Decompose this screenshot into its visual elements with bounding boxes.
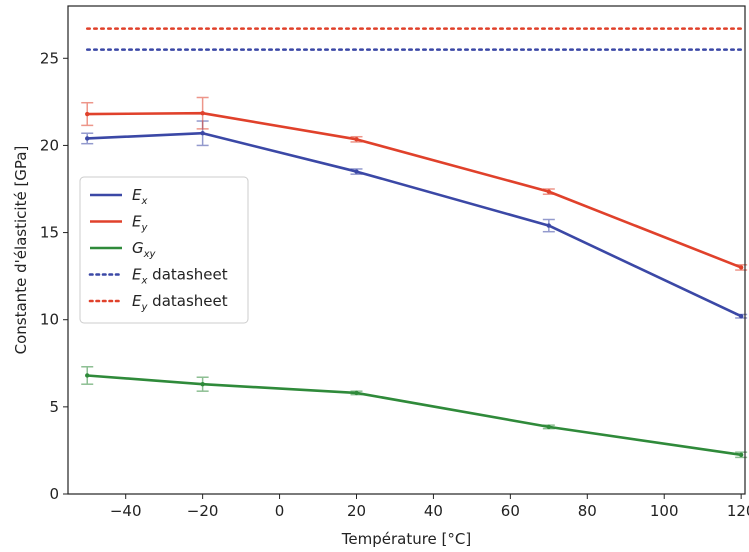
x-axis-label: Température [°C] xyxy=(341,530,471,548)
x-tick-label: 0 xyxy=(275,502,285,520)
legend-label: Ey datasheet xyxy=(132,292,228,313)
x-tick-label: 40 xyxy=(424,502,443,520)
data-point xyxy=(200,131,205,136)
series-e-x xyxy=(81,120,748,319)
y-tick-label: 0 xyxy=(49,485,59,503)
data-point xyxy=(354,390,359,396)
y-tick-label: 5 xyxy=(49,398,59,416)
plot-frame xyxy=(67,5,746,495)
legend-label: Ex datasheet xyxy=(132,266,228,287)
x-tick-label: 20 xyxy=(347,502,366,520)
legend-label: Ex xyxy=(132,186,147,207)
data-point xyxy=(85,136,90,141)
x-tick-label: −20 xyxy=(187,502,219,520)
data-point xyxy=(546,223,552,228)
data-point xyxy=(738,314,744,319)
data-point xyxy=(546,189,552,194)
legend-label: Ey xyxy=(132,213,148,234)
legend: Ex Ey Gxy Ex datasheet Ey datasheet xyxy=(79,176,249,324)
data-point xyxy=(85,373,90,378)
x-tick-label: 100 xyxy=(650,502,679,520)
x-tick-label: −40 xyxy=(110,502,142,520)
data-point xyxy=(546,424,552,430)
series-g-xy xyxy=(81,366,748,459)
series-e-y xyxy=(81,96,748,271)
y-tick-label: 15 xyxy=(40,224,59,242)
x-tick-label: 80 xyxy=(578,502,597,520)
data-point xyxy=(738,452,744,457)
y-tick-label: 20 xyxy=(40,136,59,154)
legend-label: Gxy xyxy=(132,239,157,260)
data-point xyxy=(85,111,90,117)
data-point xyxy=(738,265,744,270)
data-point xyxy=(354,137,359,142)
legend-box xyxy=(79,176,249,324)
y-tick-label: 25 xyxy=(40,49,59,67)
y-tick-label: 10 xyxy=(40,311,59,329)
y-axis-label: Constante d'élasticité [GPa] xyxy=(12,146,30,355)
x-tick-label: 120 xyxy=(727,502,749,520)
data-point xyxy=(200,110,205,116)
x-tick-label: 60 xyxy=(501,502,520,520)
data-point xyxy=(354,169,359,174)
data-point xyxy=(200,382,205,387)
